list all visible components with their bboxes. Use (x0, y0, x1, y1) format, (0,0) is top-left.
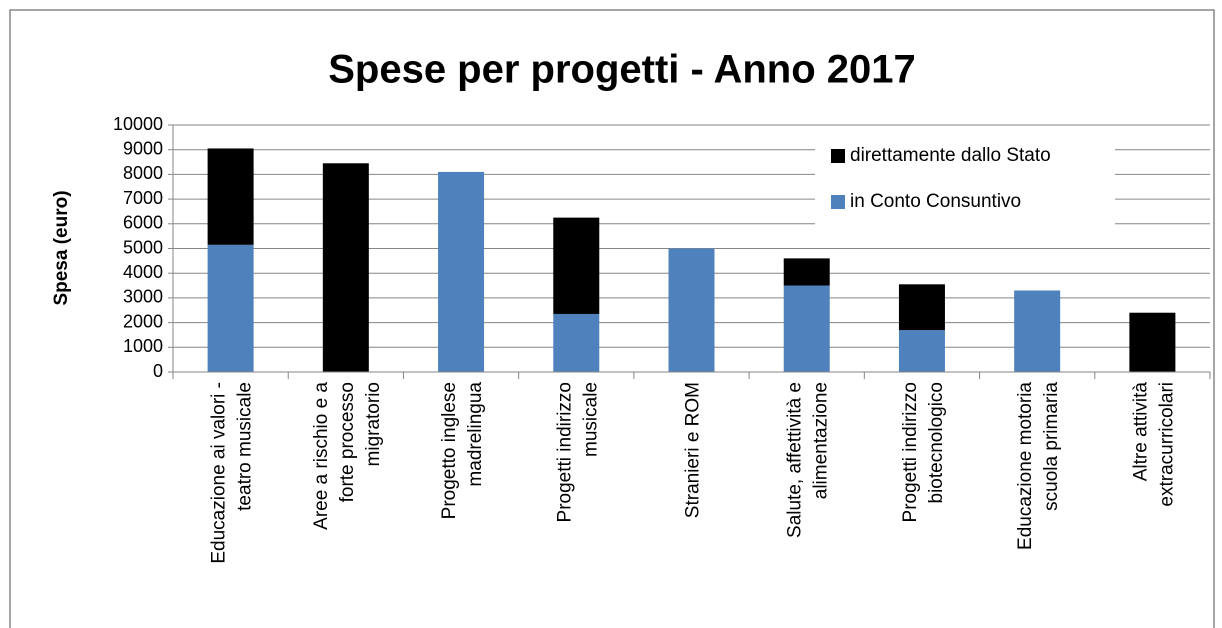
x-tick-label: Progetti indirizzo musicale (554, 382, 601, 522)
x-tick-label: Progetto inglese madrelingua (439, 382, 486, 520)
bar-segment (898, 284, 945, 331)
bar-segment (553, 313, 600, 372)
x-tick-label: Educazione ai valori - teatro musicale (209, 382, 256, 564)
bar-segment (783, 258, 830, 286)
y-tick-label: 10000 (113, 114, 163, 134)
x-tick-label: Stranieri e ROM (683, 382, 704, 518)
x-tick-label: Aree a rischio e a forte processo migrator… (311, 382, 384, 530)
y-tick-label: 6000 (123, 213, 163, 233)
bar-segment (438, 171, 485, 372)
bar-segment (207, 148, 254, 245)
chart-title: Spese per progetti - Anno 2017 (328, 48, 916, 92)
bar-segment (322, 163, 369, 372)
x-tick-label: Altre attività extracurricolari (1130, 382, 1177, 507)
x-tick-label: Educazione motoria scuola primaria (1015, 382, 1062, 550)
bar-segment (668, 248, 715, 372)
y-tick-label: 9000 (123, 138, 163, 158)
bar-segment (553, 217, 600, 314)
bar-segment (898, 330, 945, 372)
y-tick-label: 1000 (123, 336, 163, 356)
legend-box (815, 138, 1115, 226)
bar-segment (783, 285, 830, 372)
y-tick-label: 8000 (123, 163, 163, 183)
bar-segment (1014, 290, 1061, 372)
legend-swatch (831, 195, 845, 209)
y-tick-label: 0 (153, 361, 163, 381)
legend-label: in Conto Consuntivo (850, 191, 1021, 212)
y-tick-label: 7000 (123, 188, 163, 208)
y-tick-label: 5000 (123, 237, 163, 257)
x-tick-label: Salute, affettività e alimentazione (785, 382, 832, 538)
legend-label: direttamente dallo Stato (850, 145, 1051, 166)
x-tick-label: Progetti indirizzo biotecnologico (900, 382, 947, 522)
y-tick-label: 2000 (123, 311, 163, 331)
bar-segment (207, 244, 254, 372)
y-tick-label: 4000 (123, 262, 163, 282)
legend-swatch (831, 149, 845, 163)
y-axis-label: Spesa (euro) (51, 190, 72, 305)
bar-segment (1129, 312, 1176, 372)
y-tick-label: 3000 (123, 287, 163, 307)
